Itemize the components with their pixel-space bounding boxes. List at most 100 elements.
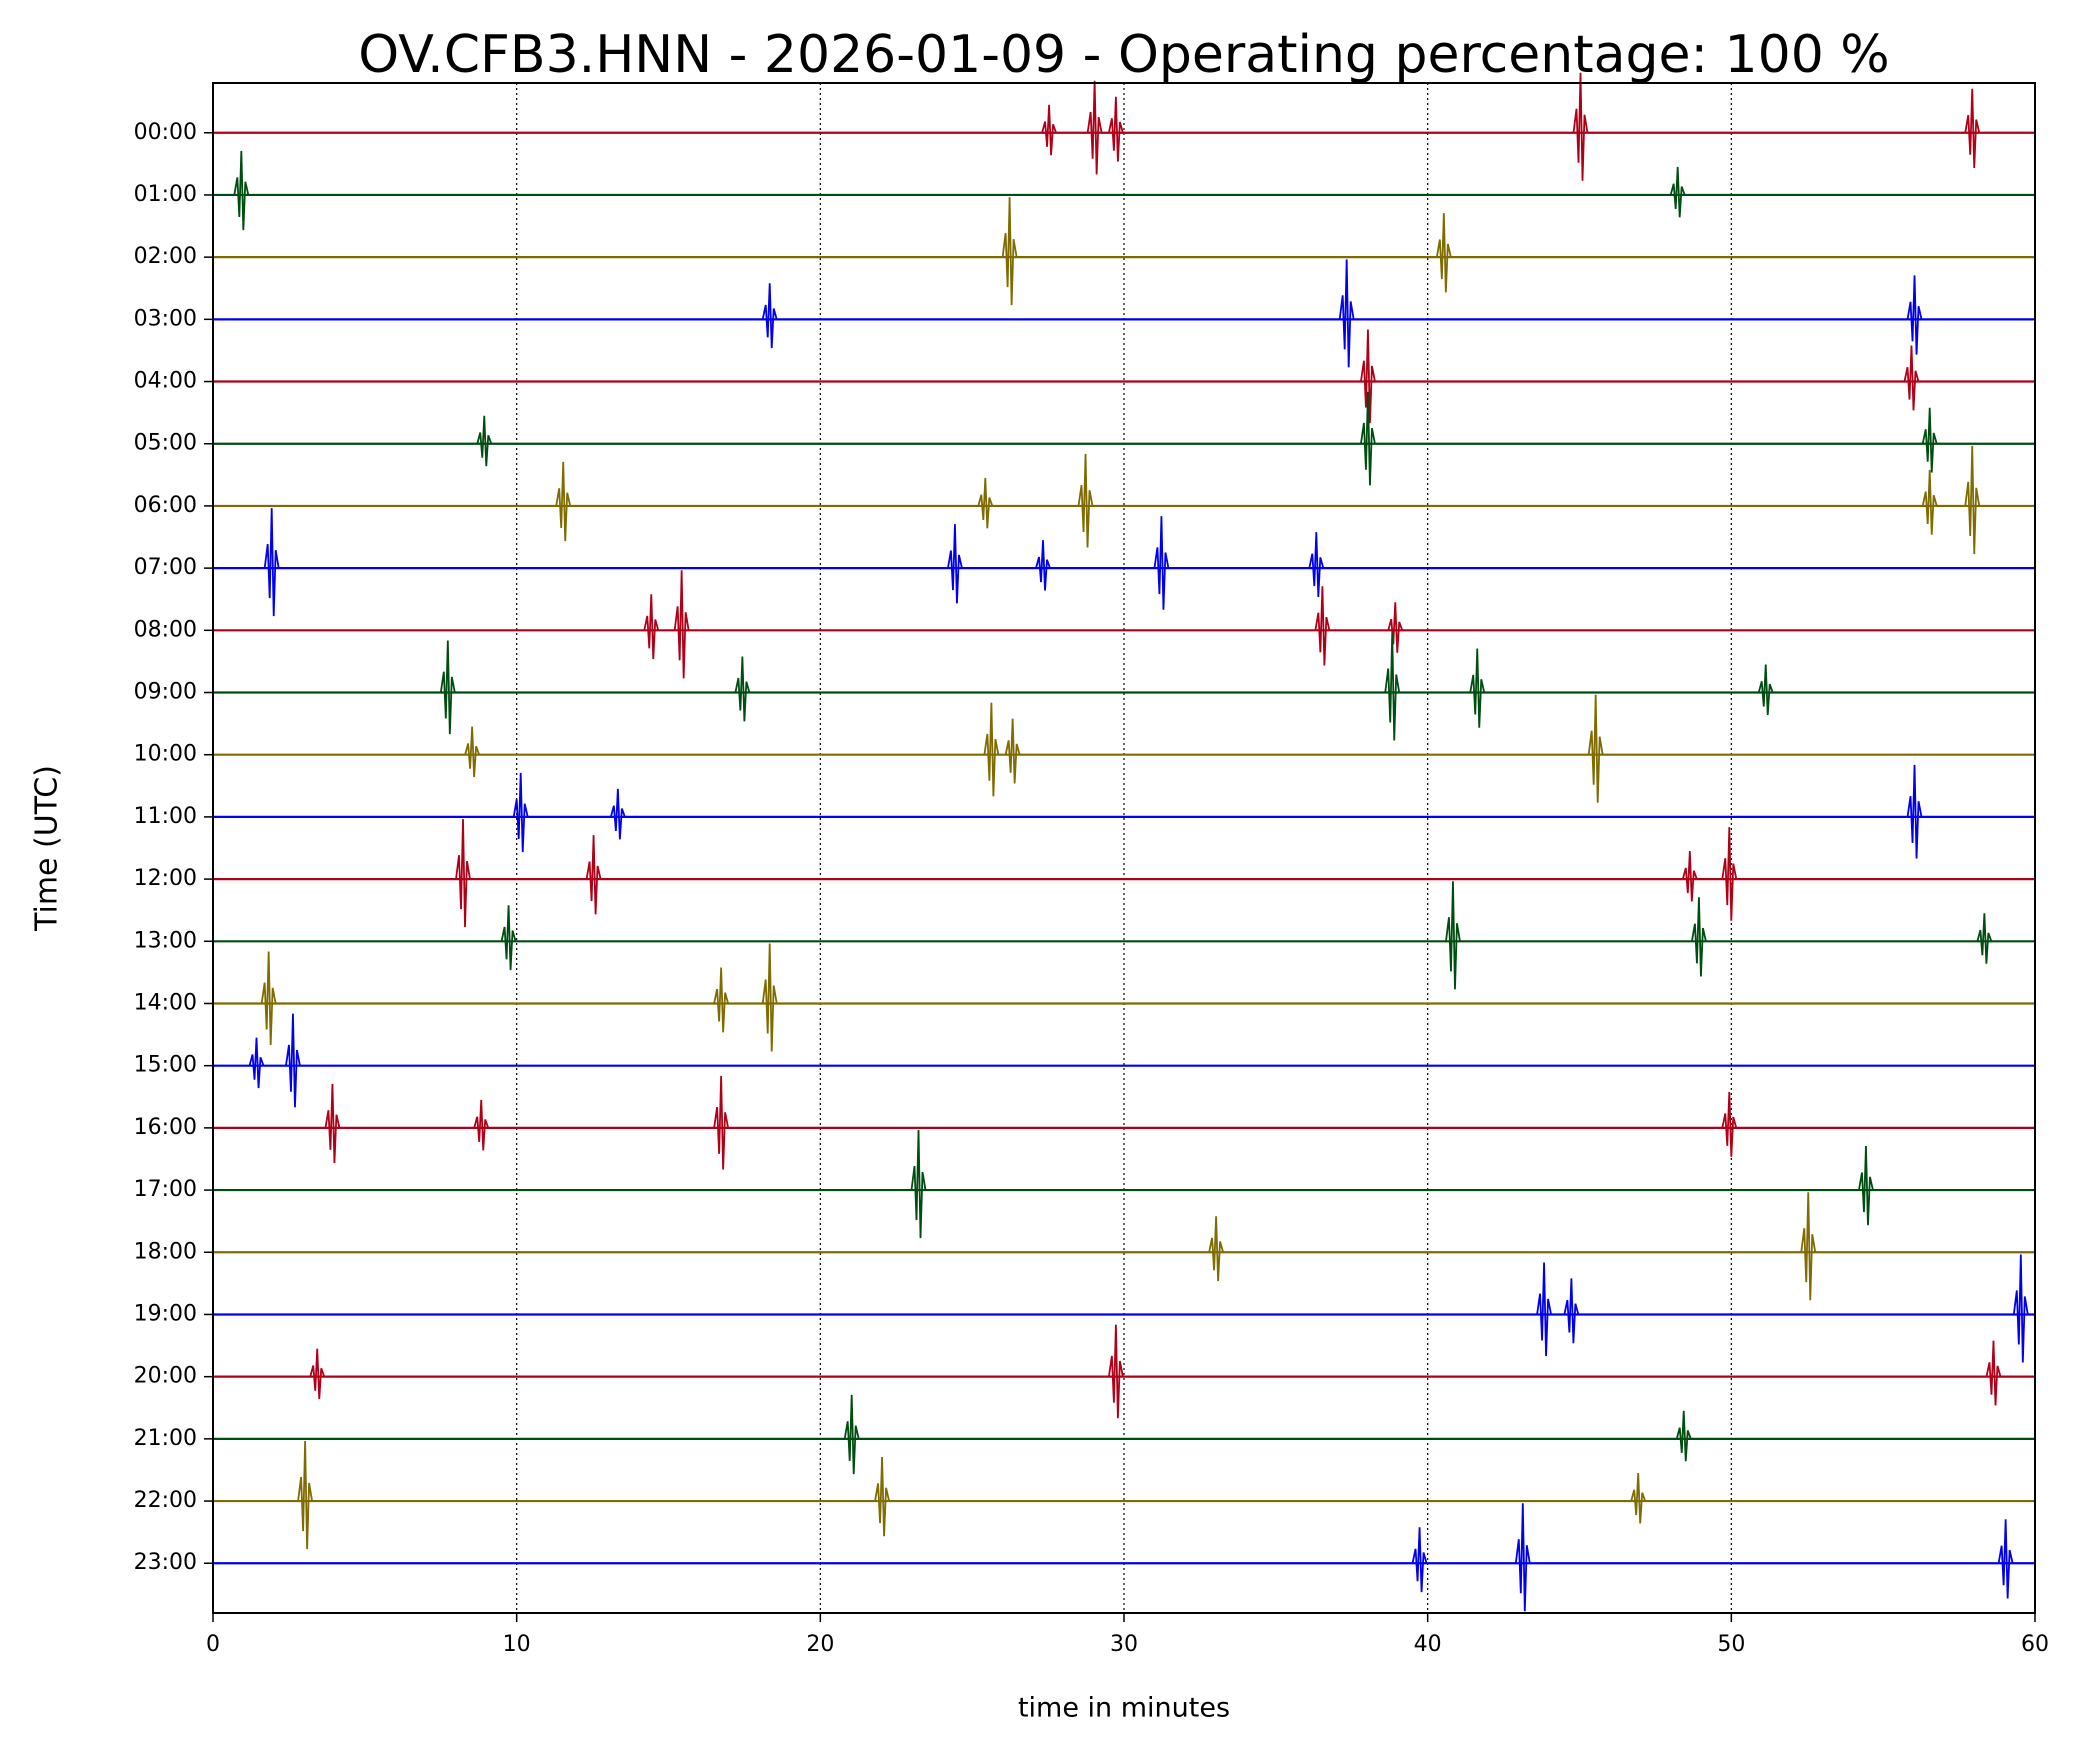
event: [1411, 1527, 1428, 1593]
y-tick-label: 02:00: [134, 244, 197, 269]
event: [910, 1130, 927, 1239]
x-tick-label: 30: [1110, 1632, 1138, 1657]
event: [324, 1083, 341, 1164]
x-tick-label: 10: [503, 1632, 531, 1657]
event: [1691, 897, 1707, 977]
event: [1906, 275, 1923, 355]
chart-title: OV.CFB3.HNN - 2026-01-09 - Operating per…: [358, 25, 1889, 85]
event: [233, 150, 250, 231]
y-tick-label: 20:00: [134, 1364, 197, 1389]
event: [1669, 166, 1686, 218]
event: [309, 1348, 326, 1400]
event: [673, 570, 690, 679]
y-tick-label: 07:00: [134, 555, 197, 580]
event: [1001, 197, 1018, 306]
event: [1858, 1146, 1874, 1226]
event: [1360, 391, 1376, 486]
event: [1004, 718, 1021, 784]
y-tick-label: 03:00: [134, 306, 197, 331]
event: [1572, 72, 1589, 181]
event: [947, 524, 963, 604]
event: [1384, 632, 1401, 741]
event: [2012, 1254, 2029, 1363]
event: [1153, 516, 1170, 610]
event: [248, 1037, 265, 1089]
event: [1721, 1091, 1738, 1157]
event: [1077, 453, 1094, 548]
event: [713, 967, 729, 1033]
event: [843, 1394, 860, 1475]
y-tick-label: 14:00: [134, 990, 197, 1015]
event: [500, 905, 517, 971]
event: [1041, 104, 1057, 156]
event: [1338, 259, 1355, 368]
event: [1976, 913, 1993, 964]
event: [1445, 881, 1461, 990]
event: [464, 726, 480, 778]
event: [1985, 1340, 2002, 1406]
y-tick-label: 17:00: [134, 1177, 197, 1202]
event: [473, 1099, 490, 1151]
event: [610, 788, 626, 840]
event: [1514, 1503, 1531, 1612]
x-tick-label: 0: [206, 1632, 220, 1657]
y-tick-label: 13:00: [134, 928, 197, 953]
event: [585, 835, 602, 915]
event: [1721, 827, 1738, 921]
event: [1757, 664, 1774, 715]
event: [1107, 1324, 1124, 1419]
y-tick-label: 11:00: [134, 804, 197, 829]
y-tick-label: 05:00: [134, 431, 197, 456]
event: [983, 702, 1000, 797]
event: [1314, 586, 1331, 666]
event: [1086, 80, 1103, 175]
event: [643, 594, 660, 660]
event: [260, 951, 277, 1046]
x-axis-label: time in minutes: [1018, 1693, 1230, 1724]
event: [1903, 345, 1920, 411]
event: [1800, 1192, 1817, 1301]
event: [1675, 1410, 1692, 1462]
event: [1360, 329, 1376, 424]
y-tick-label: 23:00: [134, 1550, 197, 1575]
event: [476, 415, 493, 467]
event: [1964, 445, 1981, 554]
y-axis-label: Time (UTC): [30, 765, 65, 932]
y-tick-label: 18:00: [134, 1239, 197, 1264]
y-tick-label: 19:00: [134, 1301, 197, 1326]
event: [297, 1441, 313, 1550]
y-tick-label: 09:00: [134, 680, 197, 705]
event: [1997, 1519, 2014, 1599]
x-tick-label: 50: [1717, 1632, 1745, 1657]
y-tick-label: 21:00: [134, 1426, 197, 1451]
y-tick-label: 00:00: [134, 120, 197, 145]
event: [977, 477, 994, 529]
event: [1387, 602, 1404, 653]
event: [1435, 213, 1452, 293]
event: [1469, 648, 1486, 728]
event: [1308, 532, 1325, 597]
event: [761, 283, 778, 349]
event: [263, 508, 280, 617]
event: [1108, 96, 1124, 162]
event: [761, 943, 778, 1052]
x-tick-label: 20: [806, 1632, 834, 1657]
event: [1630, 1473, 1647, 1524]
event: [874, 1457, 890, 1537]
event: [1536, 1262, 1552, 1357]
event: [1921, 469, 1938, 535]
y-tick-label: 04:00: [134, 369, 197, 394]
event: [734, 656, 751, 722]
plot-frame: [212, 82, 2036, 1614]
event: [1681, 851, 1698, 902]
y-tick-label: 10:00: [134, 742, 197, 767]
event: [1921, 407, 1938, 473]
y-tick-label: 12:00: [134, 866, 197, 891]
event: [713, 1075, 730, 1170]
event: [455, 819, 471, 928]
event: [439, 640, 456, 735]
y-tick-label: 15:00: [134, 1053, 197, 1078]
y-tick-label: 16:00: [134, 1115, 197, 1140]
event: [1208, 1216, 1224, 1282]
